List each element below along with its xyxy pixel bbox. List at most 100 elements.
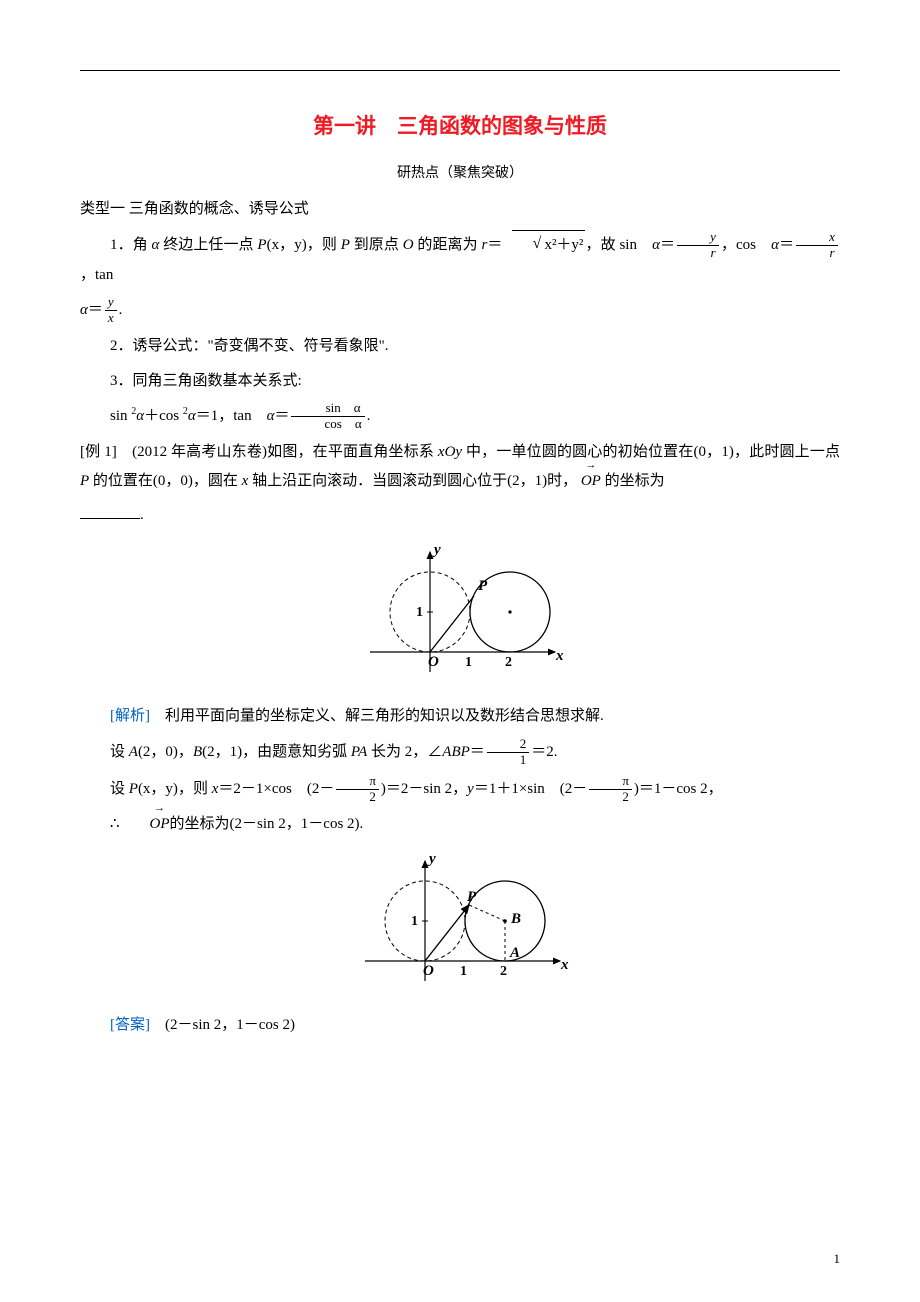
text: 设 (110, 780, 129, 796)
item-3: 3．同角三角函数基本关系式: (80, 367, 840, 396)
eq: ＝ (88, 302, 103, 318)
period: . (119, 302, 123, 318)
svg-text:1: 1 (416, 605, 423, 620)
item-3-formula: sin 2α＋cos 2α＝1，tan α＝sin αcos α. (80, 401, 840, 432)
eq: ＝ (779, 237, 794, 253)
svg-text:y: y (432, 542, 441, 558)
alpha: α (136, 408, 144, 424)
page-number: 1 (834, 1247, 841, 1272)
alpha: α (80, 302, 88, 318)
text: 轴上沿正向滚动．当圆滚动到圆心位于(2，1)时， (248, 473, 577, 489)
text: 的坐标为 (601, 473, 665, 489)
blank-line: . (80, 501, 840, 530)
svg-text:O: O (423, 963, 434, 979)
p-var: P (341, 237, 350, 253)
svg-text:2: 2 (505, 655, 512, 670)
text: (2，0)， (138, 744, 193, 760)
svg-text:x: x (555, 648, 564, 664)
svg-text:x: x (560, 957, 569, 973)
p-var: P (257, 237, 266, 253)
analysis-line-4: ∴OP的坐标为(2－sin 2，1－cos 2). (80, 810, 840, 839)
figure-2: P B A y x 1 O 1 2 (80, 851, 840, 1002)
svg-text:P: P (478, 578, 488, 594)
text: 设 (110, 744, 129, 760)
text: 的位置在(0，0)，圆在 (89, 473, 242, 489)
text: ，则 (178, 780, 212, 796)
b-var: B (193, 744, 202, 760)
eq: ＝ (487, 237, 502, 253)
figure-1: P y x 1 O 1 2 (80, 542, 840, 693)
text: 中，一单位圆的圆心的初始位置在(0，1)，此时圆上一点 (462, 444, 840, 460)
text: ，则 (307, 237, 341, 253)
svg-text:1: 1 (460, 964, 467, 979)
alpha: α (188, 408, 196, 424)
text: ＝1＋1×sin (2－ (474, 780, 587, 796)
eq: ＝ (470, 744, 485, 760)
item-1-cont: α＝yx. (80, 295, 840, 326)
alpha: α (771, 237, 779, 253)
analysis-label: [解析] (110, 708, 165, 724)
svg-text:2: 2 (500, 964, 507, 979)
text: ∴ (110, 816, 120, 832)
text: ＋cos (144, 408, 183, 424)
p-var: P (129, 780, 138, 796)
text: 到原点 (350, 237, 403, 253)
text: 1．角 (110, 237, 152, 253)
text: 终边上任一点 (159, 237, 257, 253)
text: ＝2. (531, 744, 557, 760)
subtitle: 研热点（聚焦突破） (80, 161, 840, 188)
text: ＝2－1×cos (2－ (218, 780, 334, 796)
answer-value: (2－sin 2，1－cos 2) (165, 1017, 295, 1033)
svg-text:1: 1 (411, 914, 418, 929)
analysis-line-1: [解析] 利用平面向量的坐标定义、解三角形的知识以及数形结合思想求解. (80, 702, 840, 731)
sqrt: x²＋y² (512, 230, 585, 260)
p-args: (x，y) (267, 237, 307, 253)
answer-label: [答案] (110, 1017, 165, 1033)
text: ，cos (721, 237, 771, 253)
y-var: y (467, 780, 474, 796)
text: 的坐标为(2－sin 2，1－cos 2). (170, 816, 364, 832)
o-var: O (403, 237, 414, 253)
text: sin (110, 408, 131, 424)
frac-y-x: yx (105, 295, 117, 326)
abp-var: ABP (442, 744, 470, 760)
analysis-line-2: 设 A(2，0)，B(2，1)，由题意知劣弧 PA 长为 2，∠ABP＝21＝2… (80, 737, 840, 768)
vector-op: OP (581, 467, 601, 496)
example-1: [例 1] (2012 年高考山东卷)如图，在平面直角坐标系 xOy 中，一单位… (80, 438, 840, 495)
text: )＝1－cos 2， (634, 780, 723, 796)
page-title: 第一讲 三角函数的图象与性质 (80, 107, 840, 147)
svg-text:1: 1 (465, 655, 472, 670)
figure-1-svg: P y x 1 O 1 2 (350, 542, 570, 682)
frac-pi-2: π2 (336, 774, 379, 805)
frac-2-1: 21 (487, 737, 530, 768)
period: . (367, 408, 371, 424)
text: )＝2－sin 2， (381, 780, 467, 796)
vector-op: OP (120, 810, 170, 839)
text: ，tan (80, 267, 113, 283)
blank (80, 504, 140, 519)
item-1: 1．角 α 终边上任一点 P(x，y)，则 P 到原点 O 的距离为 r＝x²＋… (80, 230, 840, 290)
text: (2012 年高考山东卷)如图，在平面直角坐标系 (132, 444, 438, 460)
text: 长为 2，∠ (367, 744, 442, 760)
frac-sin-cos: sin αcos α (291, 401, 364, 432)
text: (2，1)，由题意知劣弧 (202, 744, 351, 760)
text: 利用平面向量的坐标定义、解三角形的知识以及数形结合思想求解. (165, 708, 604, 724)
top-rule (80, 70, 840, 71)
frac-y-r: yr (677, 230, 719, 261)
text: ＝1，tan (196, 408, 267, 424)
pa-var: PA (351, 744, 367, 760)
analysis-line-3: 设 P(x，y)，则 x＝2－1×cos (2－π2)＝2－sin 2，y＝1＋… (80, 774, 840, 805)
item-2: 2．诱导公式："奇变偶不变、符号看象限". (80, 332, 840, 361)
figure-2-svg: P B A y x 1 O 1 2 (345, 851, 575, 991)
frac-pi-2b: π2 (589, 774, 632, 805)
text: (x，y) (138, 780, 178, 796)
alpha: α (652, 237, 660, 253)
text: ，故 sin (585, 237, 652, 253)
answer-line: [答案] (2－sin 2，1－cos 2) (80, 1011, 840, 1040)
example-label: [例 1] (80, 444, 132, 460)
p-var: P (80, 473, 89, 489)
svg-text:B: B (510, 911, 521, 927)
svg-text:P: P (467, 889, 477, 905)
svg-text:A: A (509, 945, 520, 961)
section-type: 类型一 三角函数的概念、诱导公式 (80, 195, 840, 224)
